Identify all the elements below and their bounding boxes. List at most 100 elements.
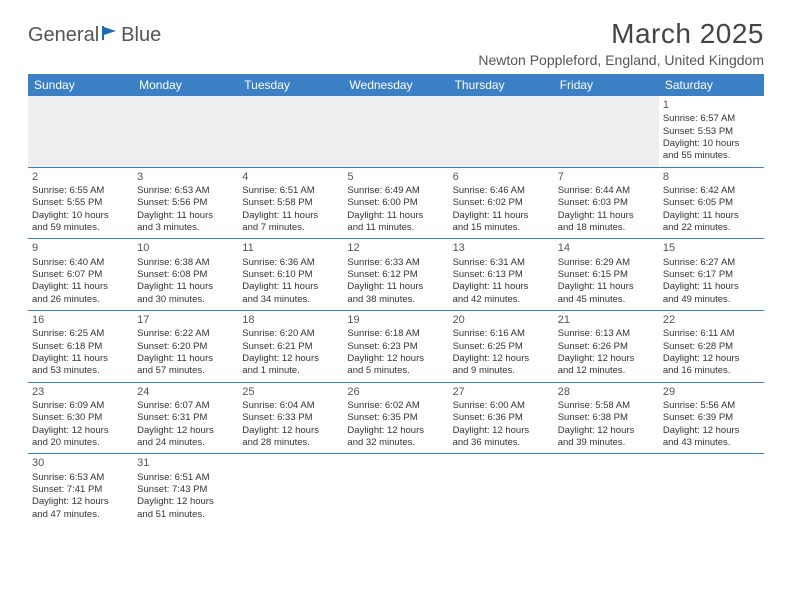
day-info-line: Sunrise: 6:13 AM (558, 328, 655, 340)
calendar-cell: 31Sunrise: 6:51 AMSunset: 7:43 PMDayligh… (133, 454, 238, 525)
logo-text-blue: Blue (121, 24, 161, 47)
day-info-line: Daylight: 11 hours (137, 353, 234, 365)
calendar-row: 2Sunrise: 6:55 AMSunset: 5:55 PMDaylight… (28, 167, 764, 239)
day-info-line: Daylight: 11 hours (558, 210, 655, 222)
day-info-line: and 18 minutes. (558, 222, 655, 234)
title-block: March 2025 Newton Poppleford, England, U… (478, 18, 764, 68)
location: Newton Poppleford, England, United Kingd… (478, 52, 764, 68)
calendar-cell: 12Sunrise: 6:33 AMSunset: 6:12 PMDayligh… (343, 239, 448, 311)
calendar-cell (449, 96, 554, 167)
day-number: 1 (663, 98, 760, 112)
day-number: 23 (32, 385, 129, 399)
day-info-line: Sunset: 6:12 PM (347, 269, 444, 281)
day-number: 2 (32, 170, 129, 184)
day-info-line: Sunset: 6:39 PM (663, 412, 760, 424)
calendar-cell: 15Sunrise: 6:27 AMSunset: 6:17 PMDayligh… (659, 239, 764, 311)
day-info-line: Sunset: 6:31 PM (137, 412, 234, 424)
day-info-line: and 20 minutes. (32, 437, 129, 449)
flag-icon (100, 24, 120, 47)
day-info-line: and 49 minutes. (663, 294, 760, 306)
day-info-line: and 7 minutes. (242, 222, 339, 234)
calendar-cell (28, 96, 133, 167)
day-info-line: Daylight: 10 hours (32, 210, 129, 222)
day-info-line: and 32 minutes. (347, 437, 444, 449)
day-number: 10 (137, 241, 234, 255)
day-info-line: Sunrise: 6:49 AM (347, 185, 444, 197)
day-info-line: Sunset: 7:43 PM (137, 484, 234, 496)
day-info-line: Daylight: 11 hours (663, 210, 760, 222)
day-info-line: Daylight: 12 hours (32, 425, 129, 437)
day-number: 20 (453, 313, 550, 327)
day-number: 19 (347, 313, 444, 327)
day-info-line: and 26 minutes. (32, 294, 129, 306)
day-info-line: Daylight: 11 hours (453, 210, 550, 222)
day-info-line: and 16 minutes. (663, 365, 760, 377)
day-info-line: and 38 minutes. (347, 294, 444, 306)
day-info-line: Sunrise: 6:00 AM (453, 400, 550, 412)
calendar-cell: 27Sunrise: 6:00 AMSunset: 6:36 PMDayligh… (449, 382, 554, 454)
day-info-line: Sunset: 6:35 PM (347, 412, 444, 424)
day-info-line: Daylight: 12 hours (347, 425, 444, 437)
month-title: March 2025 (478, 18, 764, 50)
day-info-line: and 51 minutes. (137, 509, 234, 521)
header-row: Sunday Monday Tuesday Wednesday Thursday… (28, 74, 764, 96)
day-info-line: Sunset: 6:18 PM (32, 341, 129, 353)
day-info-line: Sunrise: 6:22 AM (137, 328, 234, 340)
calendar-cell: 17Sunrise: 6:22 AMSunset: 6:20 PMDayligh… (133, 311, 238, 383)
day-number: 5 (347, 170, 444, 184)
day-info-line: and 22 minutes. (663, 222, 760, 234)
day-info-line: and 15 minutes. (453, 222, 550, 234)
day-info-line: Sunset: 6:00 PM (347, 197, 444, 209)
day-info-line: and 12 minutes. (558, 365, 655, 377)
day-info-line: Sunrise: 6:02 AM (347, 400, 444, 412)
day-header: Monday (133, 74, 238, 96)
calendar-cell: 5Sunrise: 6:49 AMSunset: 6:00 PMDaylight… (343, 167, 448, 239)
day-info-line: Sunset: 6:17 PM (663, 269, 760, 281)
calendar-cell: 6Sunrise: 6:46 AMSunset: 6:02 PMDaylight… (449, 167, 554, 239)
day-info-line: Daylight: 11 hours (453, 281, 550, 293)
day-info-line: Sunset: 6:23 PM (347, 341, 444, 353)
day-info-line: Sunrise: 6:51 AM (242, 185, 339, 197)
calendar-cell: 18Sunrise: 6:20 AMSunset: 6:21 PMDayligh… (238, 311, 343, 383)
day-info-line: Sunset: 6:38 PM (558, 412, 655, 424)
day-number: 15 (663, 241, 760, 255)
day-number: 14 (558, 241, 655, 255)
day-header: Sunday (28, 74, 133, 96)
day-header: Friday (554, 74, 659, 96)
day-header: Wednesday (343, 74, 448, 96)
day-info-line: Sunrise: 6:51 AM (137, 472, 234, 484)
calendar-cell: 29Sunrise: 5:56 AMSunset: 6:39 PMDayligh… (659, 382, 764, 454)
day-info-line: and 47 minutes. (32, 509, 129, 521)
day-info-line: Sunrise: 6:29 AM (558, 257, 655, 269)
day-info-line: Sunrise: 6:20 AM (242, 328, 339, 340)
day-info-line: Sunrise: 6:40 AM (32, 257, 129, 269)
day-info-line: Daylight: 11 hours (242, 210, 339, 222)
calendar-cell: 3Sunrise: 6:53 AMSunset: 5:56 PMDaylight… (133, 167, 238, 239)
day-number: 24 (137, 385, 234, 399)
calendar-cell: 16Sunrise: 6:25 AMSunset: 6:18 PMDayligh… (28, 311, 133, 383)
day-number: 8 (663, 170, 760, 184)
calendar-cell: 28Sunrise: 5:58 AMSunset: 6:38 PMDayligh… (554, 382, 659, 454)
calendar-cell: 19Sunrise: 6:18 AMSunset: 6:23 PMDayligh… (343, 311, 448, 383)
day-header: Thursday (449, 74, 554, 96)
day-info-line: and 24 minutes. (137, 437, 234, 449)
day-number: 25 (242, 385, 339, 399)
day-info-line: Sunrise: 6:09 AM (32, 400, 129, 412)
day-info-line: Sunset: 6:28 PM (663, 341, 760, 353)
day-info-line: and 43 minutes. (663, 437, 760, 449)
day-info-line: Sunset: 6:25 PM (453, 341, 550, 353)
day-info-line: Sunset: 6:30 PM (32, 412, 129, 424)
day-number: 7 (558, 170, 655, 184)
day-number: 4 (242, 170, 339, 184)
day-info-line: Sunrise: 6:55 AM (32, 185, 129, 197)
day-info-line: Daylight: 11 hours (242, 281, 339, 293)
day-info-line: Sunset: 6:26 PM (558, 341, 655, 353)
day-info-line: Sunrise: 6:42 AM (663, 185, 760, 197)
day-info-line: Daylight: 11 hours (137, 210, 234, 222)
day-info-line: Daylight: 12 hours (32, 496, 129, 508)
logo-text-general: General (28, 24, 99, 47)
day-info-line: Daylight: 11 hours (32, 281, 129, 293)
day-number: 11 (242, 241, 339, 255)
day-info-line: Daylight: 11 hours (558, 281, 655, 293)
day-info-line: and 57 minutes. (137, 365, 234, 377)
